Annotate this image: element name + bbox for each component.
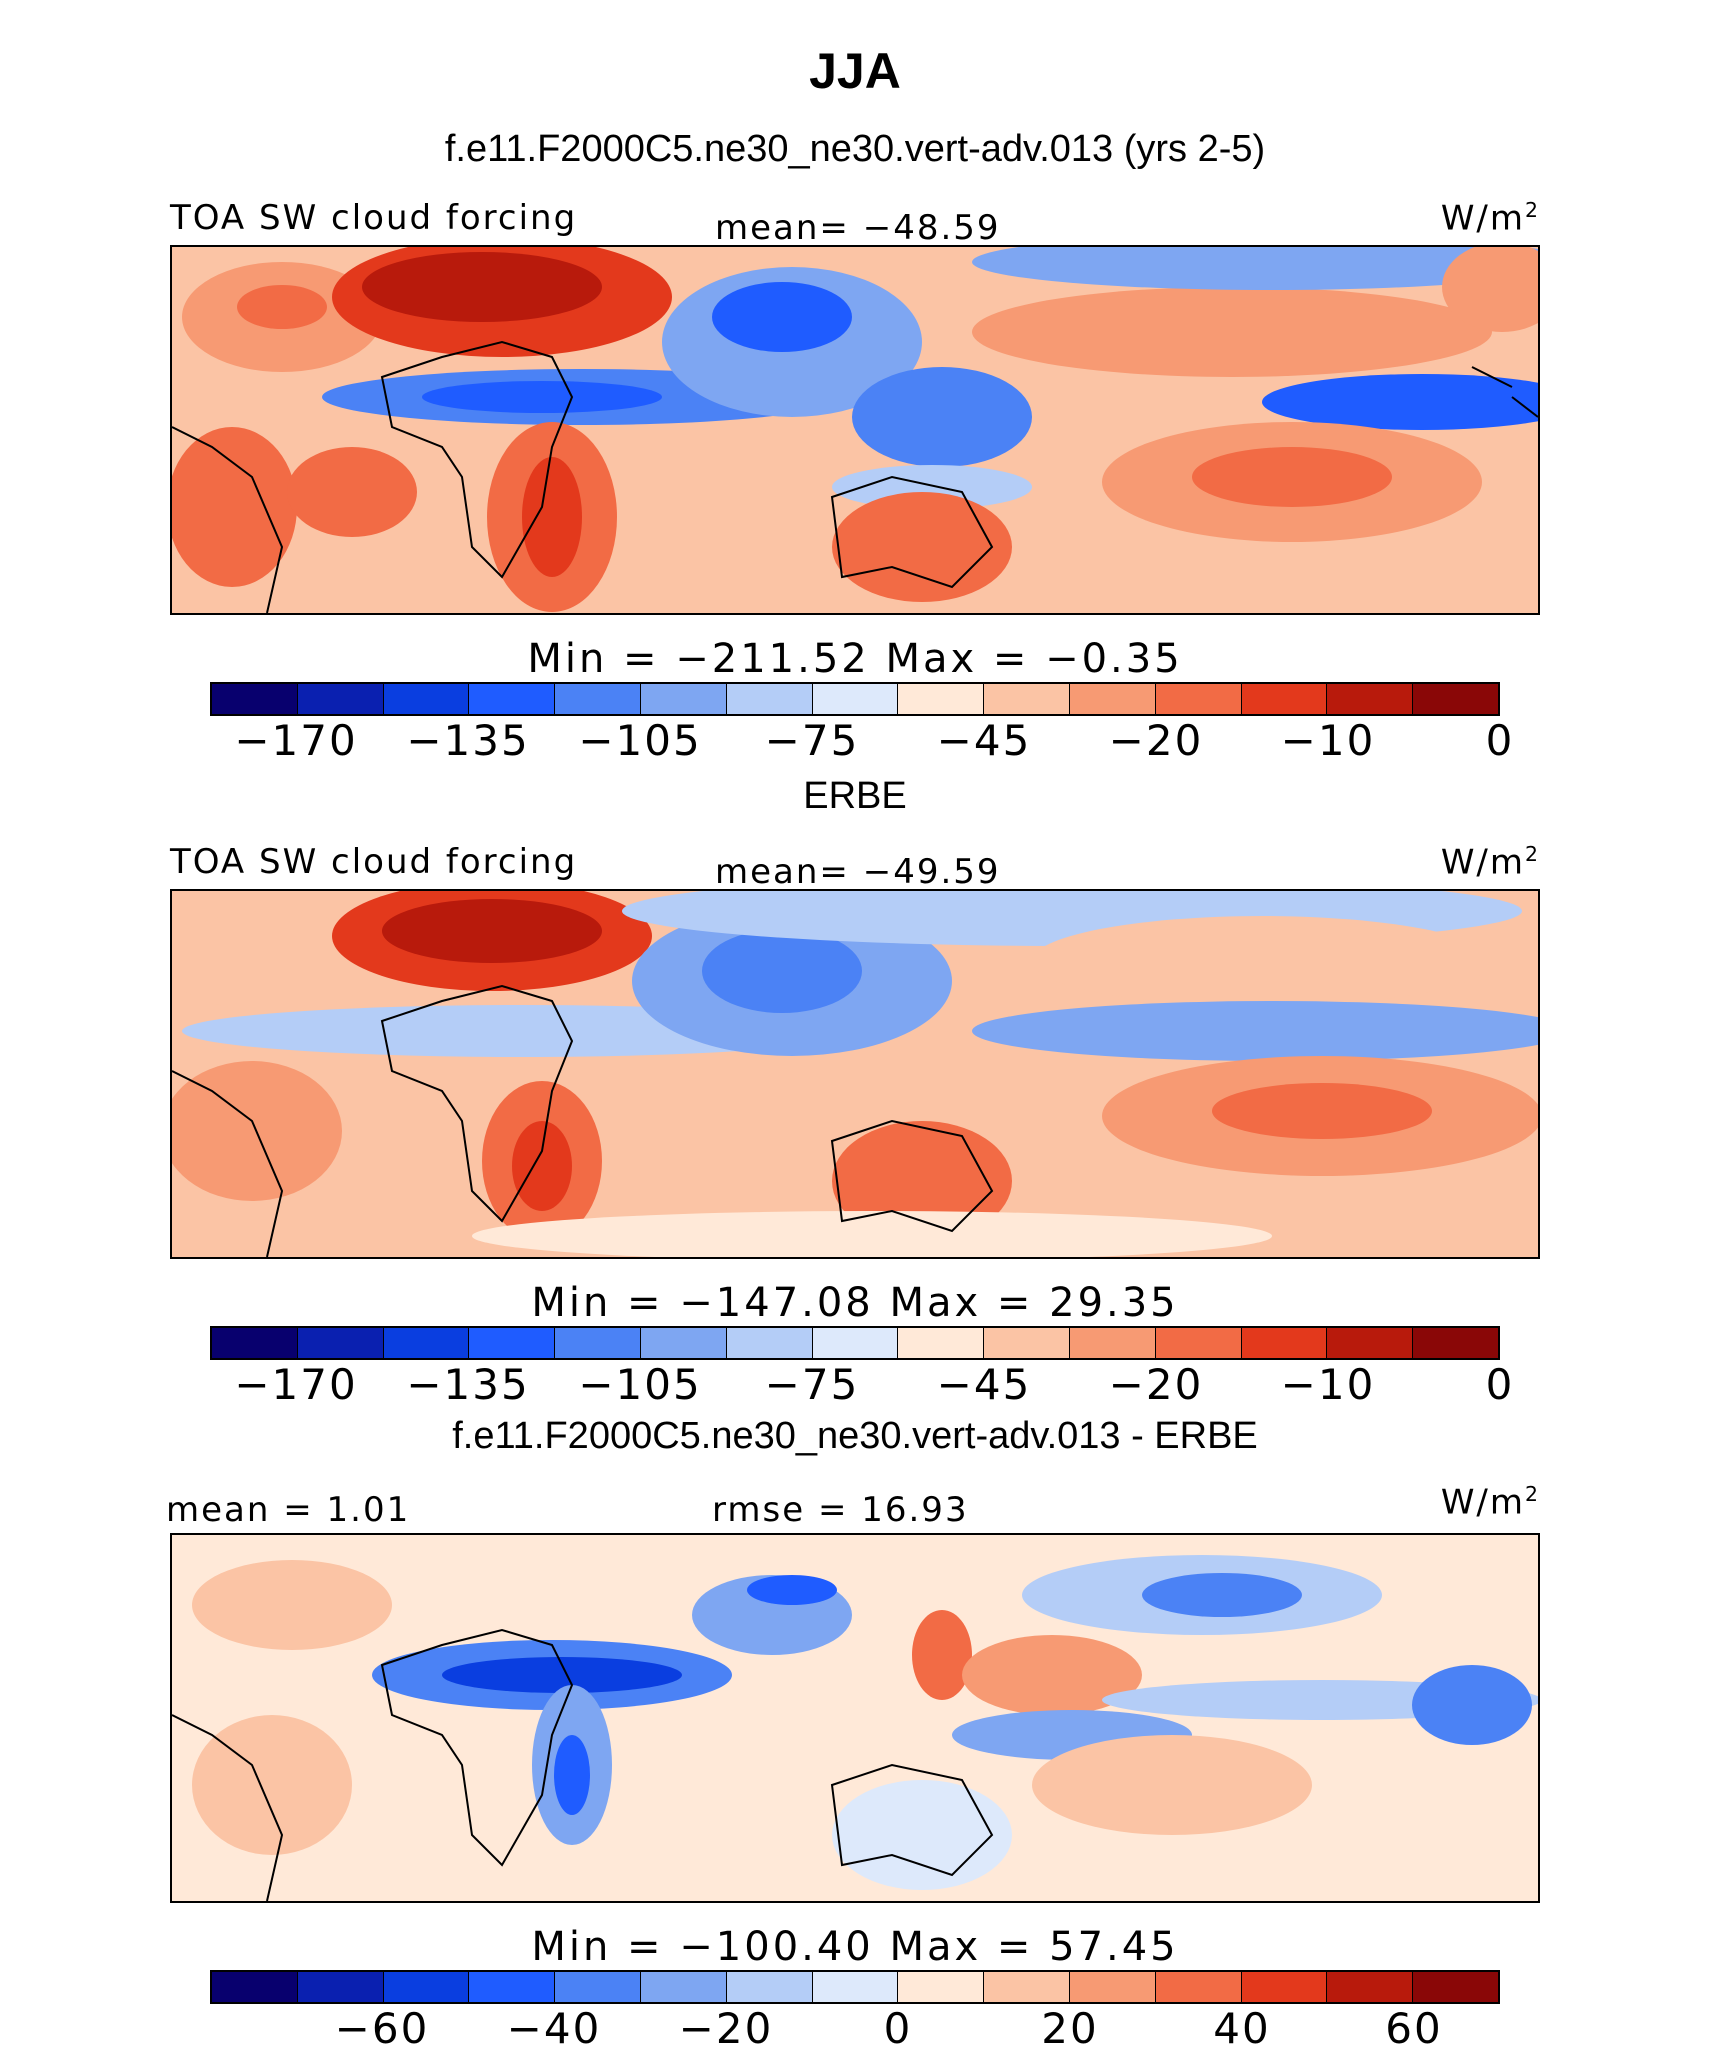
colorbar-tick-label: −10 (1280, 716, 1376, 765)
colorbar-tick-label: −170 (234, 1360, 358, 1409)
colorbar-swatch (640, 1328, 727, 1358)
colorbar-tick-label: 60 (1385, 2004, 1443, 2053)
panel3-mean-label: mean = 1.01 (166, 1490, 411, 1530)
colorbar-swatch (1069, 1328, 1156, 1358)
panel3-colorbar (210, 1970, 1500, 2004)
colorbar-swatch (212, 1972, 298, 2002)
colorbar-tick-label: 20 (1041, 2004, 1099, 2053)
colorbar-swatch (1413, 1328, 1498, 1358)
colorbar-swatch (984, 684, 1070, 714)
panel2-mean-label: mean= −49.59 (715, 852, 1001, 892)
colorbar-swatch (555, 1972, 641, 2002)
panel1-mean-label: mean= −48.59 (715, 208, 1001, 248)
panel2-variable-label: TOA SW cloud forcing (170, 842, 578, 882)
panel1-variable-label: TOA SW cloud forcing (170, 198, 578, 238)
panel2-title: ERBE (803, 775, 907, 817)
colorbar-swatch (812, 1328, 899, 1358)
season-title: JJA (809, 43, 901, 99)
panel3-units-label: W/m2 (1440, 1482, 1540, 1523)
colorbar-swatch (555, 684, 641, 714)
colorbar-tick-label: −75 (764, 1360, 860, 1409)
colorbar-swatch (812, 684, 899, 714)
colorbar-swatch (1327, 684, 1414, 714)
colorbar-swatch (212, 1328, 298, 1358)
panel2-minmax: Min = −147.08 Max = 29.35 (531, 1280, 1179, 1326)
panel3-title: f.e11.F2000C5.ne30_ne30.vert-adv.013 - E… (452, 1415, 1258, 1457)
colorbar-swatch (726, 1328, 813, 1358)
colorbar-tick-label: 40 (1213, 2004, 1271, 2053)
colorbar-tick-label: −135 (406, 1360, 530, 1409)
colorbar-tick-label: 0 (1485, 716, 1515, 765)
panel1-map (170, 245, 1540, 615)
panel1-minmax: Min = −211.52 Max = −0.35 (527, 636, 1183, 682)
colorbar-swatch (726, 1972, 813, 2002)
colorbar-tick-label: −20 (1108, 1360, 1204, 1409)
colorbar-swatch (383, 684, 470, 714)
colorbar-swatch (297, 684, 384, 714)
colorbar-swatch (984, 1328, 1070, 1358)
panel1-units-label: W/m2 (1440, 198, 1540, 239)
colorbar-tick-label: −60 (334, 2004, 430, 2053)
colorbar-tick-label: −45 (936, 1360, 1032, 1409)
colorbar-swatch (1155, 684, 1242, 714)
colorbar-swatch (640, 684, 727, 714)
colorbar-swatch (1327, 1972, 1414, 2002)
colorbar-tick-label: 0 (883, 2004, 913, 2053)
colorbar-swatch (898, 1972, 985, 2002)
panel3-map (170, 1533, 1540, 1903)
colorbar-swatch (469, 684, 556, 714)
panel1-colorbar (210, 682, 1500, 716)
colorbar-swatch (212, 684, 298, 714)
colorbar-tick-label: −40 (506, 2004, 602, 2053)
colorbar-swatch (1155, 1972, 1242, 2002)
panel2-units-label: W/m2 (1440, 842, 1540, 883)
colorbar-swatch (1241, 684, 1328, 714)
colorbar-swatch (1413, 684, 1498, 714)
colorbar-swatch (297, 1972, 384, 2002)
colorbar-swatch (812, 1972, 899, 2002)
colorbar-tick-label: −20 (1108, 716, 1204, 765)
colorbar-swatch (383, 1328, 470, 1358)
colorbar-swatch (726, 684, 813, 714)
colorbar-swatch (898, 1328, 985, 1358)
colorbar-tick-label: −20 (678, 2004, 774, 2053)
panel2-map (170, 889, 1540, 1259)
colorbar-swatch (1241, 1972, 1328, 2002)
colorbar-tick-label: −10 (1280, 1360, 1376, 1409)
colorbar-swatch (1413, 1972, 1498, 2002)
colorbar-tick-label: −170 (234, 716, 358, 765)
colorbar-swatch (555, 1328, 641, 1358)
colorbar-tick-label: −105 (578, 1360, 702, 1409)
colorbar-swatch (1155, 1328, 1242, 1358)
colorbar-swatch (984, 1972, 1070, 2002)
colorbar-tick-label: 0 (1485, 1360, 1515, 1409)
colorbar-tick-label: −75 (764, 716, 860, 765)
colorbar-tick-label: −135 (406, 716, 530, 765)
panel3-minmax: Min = −100.40 Max = 57.45 (531, 1924, 1179, 1970)
panel1-title: f.e11.F2000C5.ne30_ne30.vert-adv.013 (yr… (444, 128, 1266, 170)
colorbar-swatch (469, 1972, 556, 2002)
panel3-rmse-label: rmse = 16.93 (712, 1490, 969, 1530)
colorbar-swatch (1069, 684, 1156, 714)
colorbar-swatch (1069, 1972, 1156, 2002)
colorbar-swatch (1327, 1328, 1414, 1358)
panel2-colorbar (210, 1326, 1500, 1360)
colorbar-swatch (640, 1972, 727, 2002)
colorbar-tick-label: −45 (936, 716, 1032, 765)
colorbar-swatch (469, 1328, 556, 1358)
colorbar-swatch (1241, 1328, 1328, 1358)
colorbar-tick-label: −105 (578, 716, 702, 765)
colorbar-swatch (297, 1328, 384, 1358)
colorbar-swatch (383, 1972, 470, 2002)
colorbar-swatch (898, 684, 985, 714)
